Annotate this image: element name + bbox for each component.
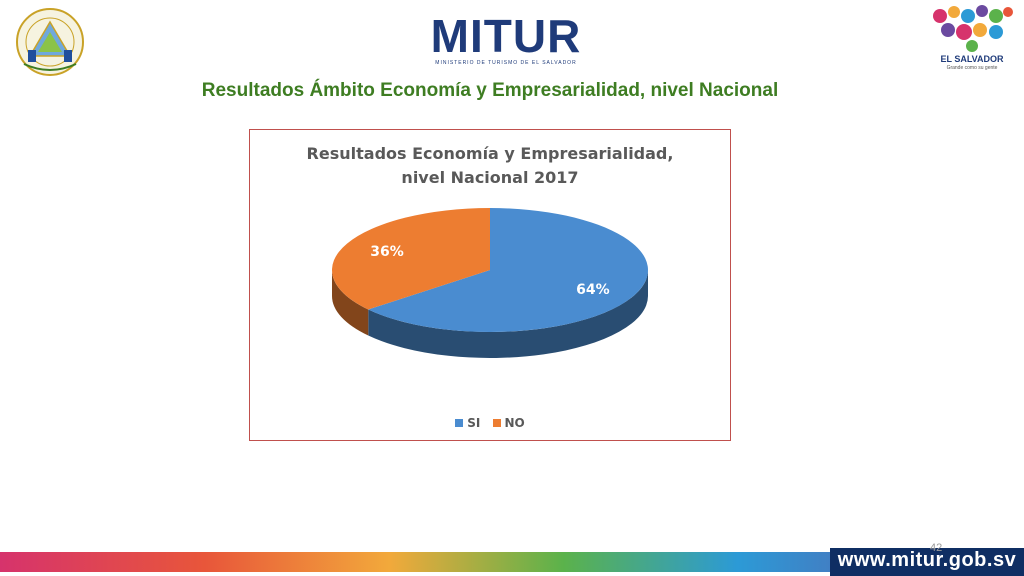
brand-logo-text: EL SALVADOR xyxy=(940,54,1004,64)
pie-chart: 64% 36% xyxy=(332,208,648,359)
page-number: 42 xyxy=(930,542,943,554)
legend-swatch-no xyxy=(492,419,501,427)
pie-slice-no xyxy=(332,208,490,310)
chart-frame: Resultados Economía y Empresarialidad, n… xyxy=(249,129,731,441)
legend-label-si: SI xyxy=(467,416,481,430)
slide-title: Resultados Ámbito Economía y Empresarial… xyxy=(201,80,779,101)
legend-swatch-si xyxy=(455,419,464,427)
legend-item-si: SI xyxy=(455,416,480,430)
legend-label-no: NO xyxy=(504,416,525,430)
mitur-logo: MITUR MINISTERIO DE TURISMO DE EL SALVAD… xyxy=(416,12,596,68)
chart-title: Resultados Economía y Empresarialidad, n… xyxy=(250,142,730,190)
pie-side-si xyxy=(368,270,648,359)
chart-legend: SI NO xyxy=(250,416,730,430)
footer-color-bar xyxy=(0,552,1024,572)
mitur-logo-tagline: MINISTERIO DE TURISMO DE EL SALVADOR xyxy=(435,60,577,66)
footer-website-strip xyxy=(830,548,1024,576)
footer-website: www.mitur.gob.sv xyxy=(837,549,1017,571)
brand-motto-text: Grande como su gente xyxy=(946,65,998,71)
chart-title-line-2: nivel Nacional 2017 xyxy=(401,168,579,187)
chart-title-line-1: Resultados Economía y Empresarialidad, xyxy=(306,144,674,163)
data-label-no: 36% xyxy=(370,244,404,260)
pie-side-no xyxy=(332,270,369,336)
pie-slice-si xyxy=(368,208,648,332)
legend-item-no: NO xyxy=(492,416,525,430)
el-salvador-brand-logo: EL SALVADOR Grande como su gente xyxy=(924,2,1020,76)
data-label-si: 64% xyxy=(576,282,610,298)
national-seal-logo xyxy=(4,6,96,78)
mitur-logo-text: MITUR xyxy=(430,10,582,62)
